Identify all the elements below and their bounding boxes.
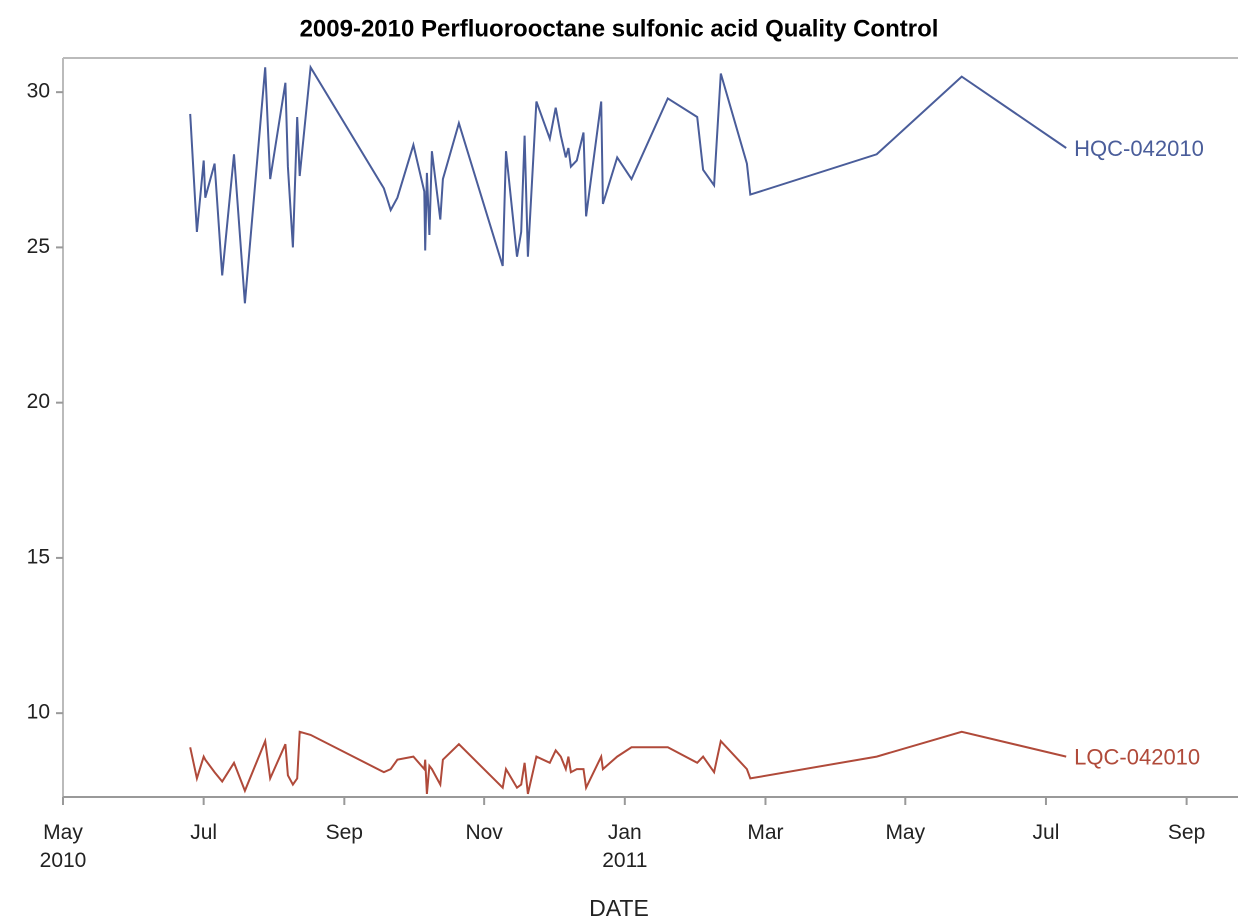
y-tick-label: 20 (27, 390, 50, 413)
chart-title: 2009-2010 Perfluorooctane sulfonic acid … (300, 15, 939, 42)
x-tick-label: May 2010 (40, 821, 87, 872)
x-tick-label: Sep (1168, 821, 1205, 844)
x-tick-label: Nov (465, 821, 503, 844)
x-axis-title: DATE (589, 895, 649, 921)
series-label: HQC-042010 (1074, 136, 1204, 161)
x-tick-label: Sep (326, 821, 363, 844)
series-line (189, 64, 1067, 304)
y-tick-label: 15 (27, 545, 50, 568)
y-tick-label: 10 (27, 701, 50, 724)
x-tick-label: Jan 2011 (602, 821, 647, 872)
y-tick-label: 25 (27, 235, 50, 258)
x-tick-label: Jul (190, 821, 217, 844)
series-line (189, 730, 1067, 795)
x-tick-label: Mar (747, 821, 783, 844)
y-tick-label: 30 (27, 80, 50, 103)
x-tick-label: May (885, 821, 925, 844)
x-tick-label: Jul (1033, 821, 1060, 844)
series-label: LQC-042010 (1074, 744, 1200, 769)
